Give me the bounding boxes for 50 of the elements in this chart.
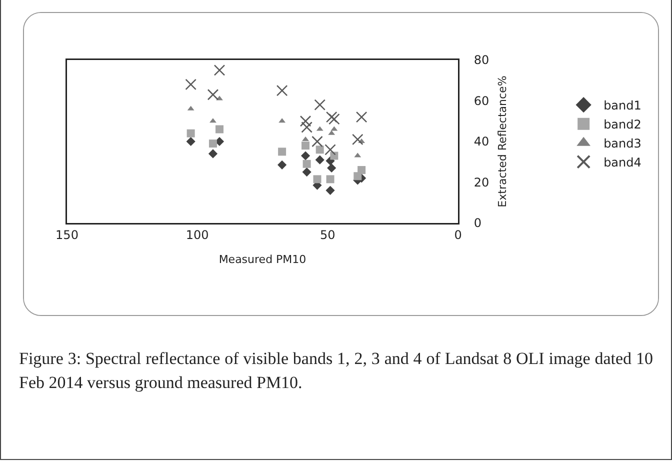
point xyxy=(302,168,312,177)
x-axis-title: Measured PM10 xyxy=(218,252,306,266)
y-tick-label: 20 xyxy=(474,175,490,190)
caption: Figure 3: Spectral reflectance of visible bands 1, 2, 3 and 4 of Landsat 8 OLI image dated 10 Feb 2014 versus ground measured PM10. xyxy=(19,348,653,394)
point xyxy=(207,88,219,100)
point xyxy=(185,78,196,90)
point xyxy=(328,113,340,125)
point xyxy=(208,149,218,158)
x-tick-label: 150 xyxy=(56,228,78,242)
y-tick-label: 60 xyxy=(474,94,490,108)
point xyxy=(316,146,324,154)
point xyxy=(302,160,311,168)
point xyxy=(326,111,338,123)
legend-label: band3 xyxy=(604,136,642,151)
point xyxy=(210,118,216,123)
y-axis-title: Extracted Reflectance% xyxy=(496,76,510,208)
x-tick-label: 50 xyxy=(320,228,336,242)
point xyxy=(302,136,309,141)
legend-label: band4 xyxy=(604,156,642,170)
point xyxy=(208,140,217,148)
point xyxy=(312,136,323,148)
legend-label: band2 xyxy=(604,118,642,132)
point xyxy=(214,64,226,76)
x-tick-label: 0 xyxy=(454,228,462,242)
y-tick-label: 0 xyxy=(474,216,482,230)
x-tick-label: 100 xyxy=(186,228,209,242)
point xyxy=(315,155,324,164)
point xyxy=(354,172,362,180)
point xyxy=(300,151,310,160)
point xyxy=(278,148,286,156)
point xyxy=(301,122,312,133)
y-tick-label: 80 xyxy=(474,53,490,68)
y-tick-label: 40 xyxy=(474,134,490,149)
point xyxy=(314,99,326,110)
point xyxy=(356,111,368,123)
point xyxy=(326,175,334,184)
point xyxy=(324,144,336,156)
point xyxy=(300,115,312,127)
point xyxy=(327,163,336,173)
point xyxy=(215,125,224,134)
point xyxy=(276,84,288,96)
point xyxy=(186,129,195,138)
point xyxy=(313,175,322,184)
point xyxy=(278,160,287,170)
point xyxy=(330,152,338,160)
point xyxy=(186,136,196,146)
legend-label: band1 xyxy=(604,98,642,113)
point xyxy=(352,134,364,146)
point xyxy=(326,186,335,195)
point xyxy=(302,142,310,150)
